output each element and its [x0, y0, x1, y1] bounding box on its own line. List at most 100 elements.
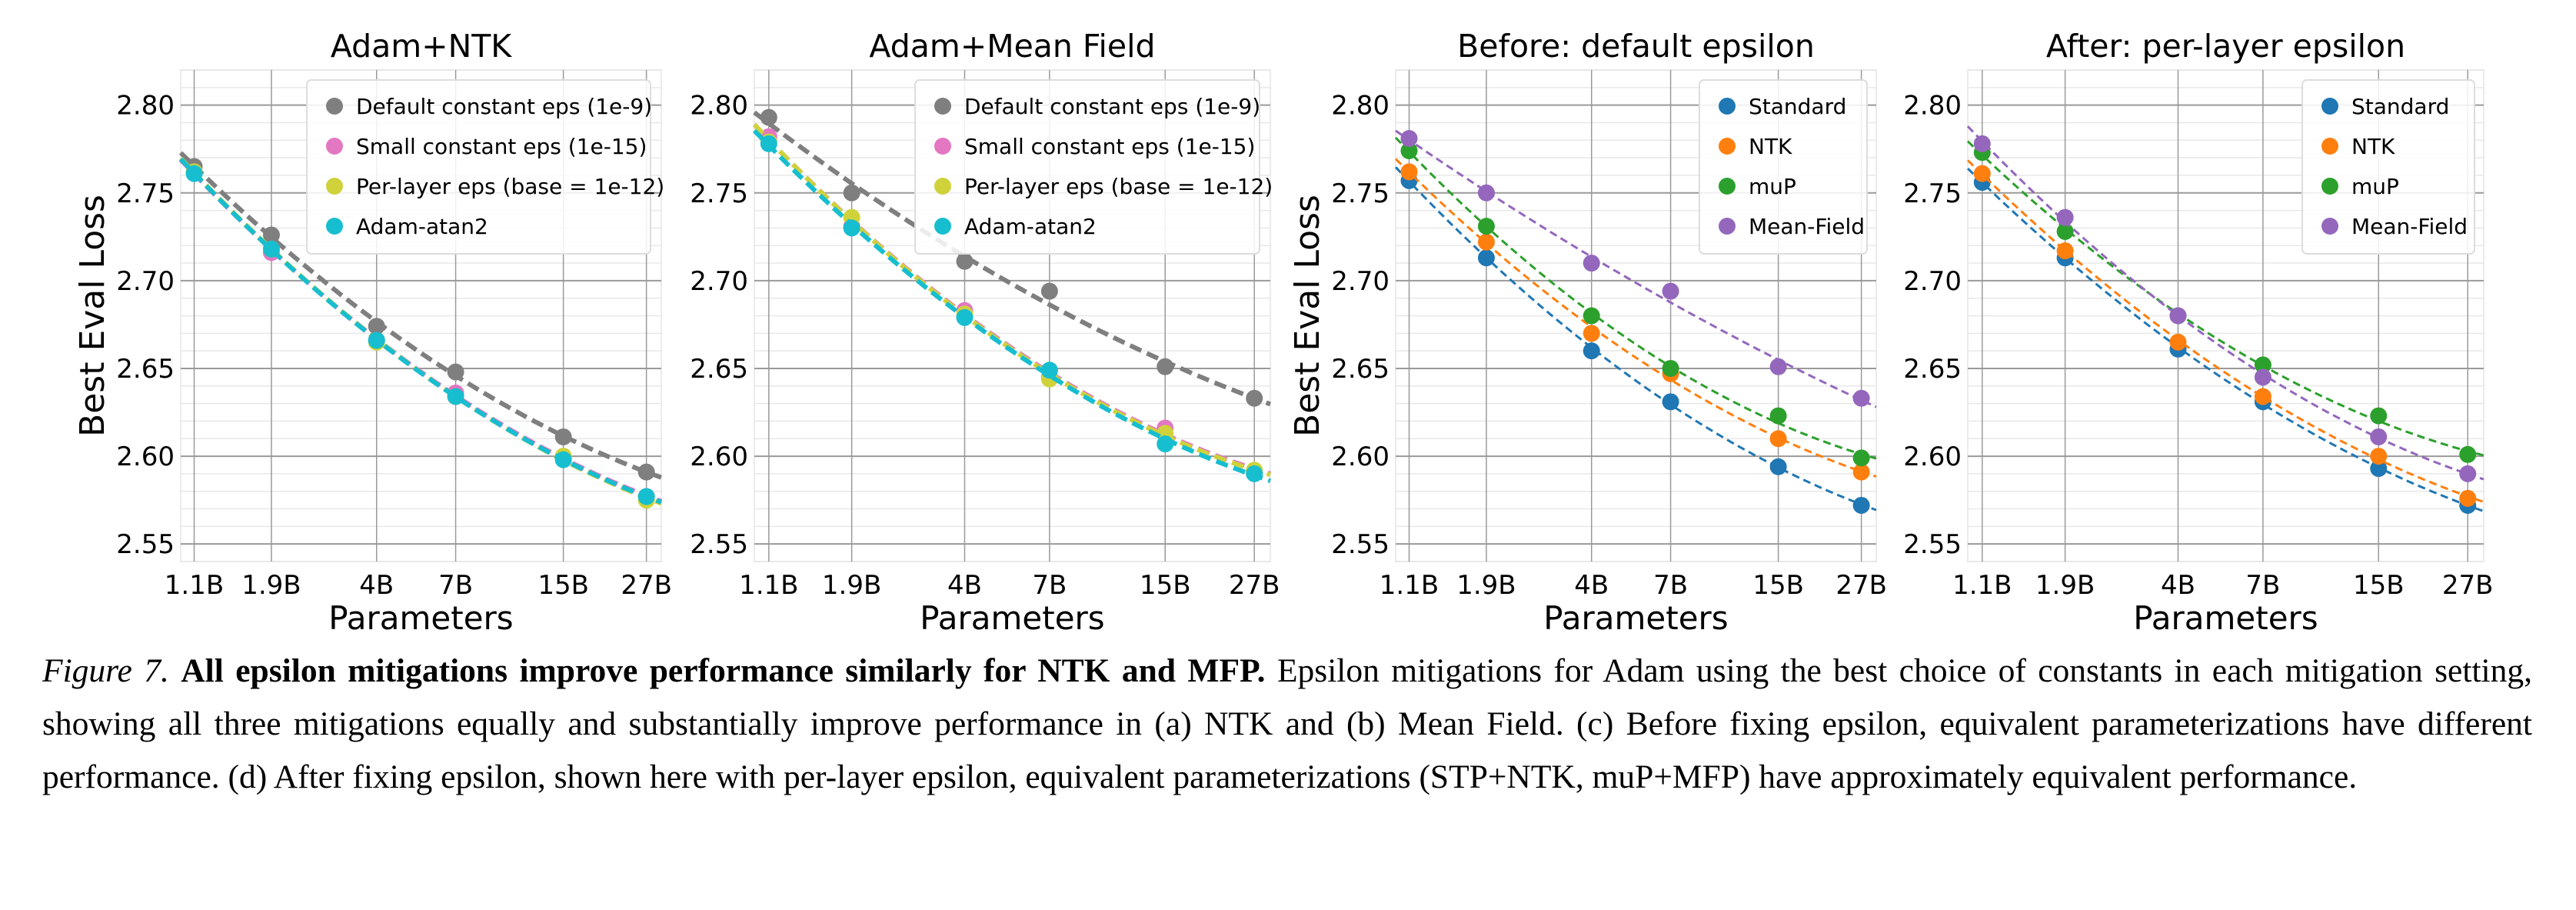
y-tick-label: 2.70: [690, 266, 748, 297]
data-point: [1973, 135, 1991, 152]
data-point: [1852, 449, 1870, 467]
data-point: [1769, 407, 1787, 425]
legend-entry: muP: [2351, 174, 2399, 199]
y-tick-label: 2.65: [1331, 354, 1390, 385]
data-point: [2169, 333, 2187, 351]
data-point: [1852, 496, 1870, 514]
legend: Default constant eps (1e-9) Small constan…: [306, 79, 664, 255]
data-point: [843, 219, 860, 237]
legend-marker: [934, 98, 951, 115]
data-point: [2459, 489, 2477, 507]
data-point: [1852, 463, 1870, 481]
x-tick-label: 27B: [2442, 570, 2494, 601]
data-point: [2254, 388, 2271, 405]
legend-box: [1699, 79, 1868, 255]
y-tick-label: 2.60: [690, 442, 748, 472]
y-tick-label: 2.60: [116, 442, 175, 472]
y-tick-label: 2.80: [690, 91, 748, 122]
data-point: [1583, 255, 1600, 272]
data-point: [1769, 430, 1787, 448]
data-point: [1852, 389, 1870, 407]
legend-marker: [934, 138, 951, 155]
y-tick-label: 2.70: [116, 266, 175, 297]
legend-marker: [934, 218, 951, 235]
data-point: [368, 332, 385, 349]
x-axis-label: Parameters: [920, 599, 1104, 637]
y-tick-label: 2.80: [116, 91, 175, 122]
legend-box: [2301, 79, 2475, 255]
legend-box: [306, 79, 651, 255]
data-point: [843, 184, 860, 202]
data-point: [637, 463, 655, 481]
y-tick-label: 2.75: [116, 178, 175, 209]
figure-label: Figure 7.: [42, 652, 169, 689]
x-tick-label: 1.9B: [2035, 570, 2095, 601]
fit-line: [752, 128, 1271, 483]
legend-entry: Mean-Field: [2351, 214, 2468, 239]
legend-entry: NTK: [2351, 134, 2395, 159]
x-tick-label: 1.9B: [1456, 570, 1516, 601]
legend-box: [914, 79, 1260, 255]
series-default-constant-eps-1e-9-: [753, 108, 1272, 407]
data-point: [1477, 233, 1495, 251]
chart-title: Adam+Mean Field: [869, 28, 1155, 65]
data-point: [760, 108, 777, 126]
legend-marker: [326, 218, 343, 235]
x-tick-label: 27B: [1229, 570, 1280, 601]
data-point: [1040, 282, 1058, 300]
x-tick-label: 7B: [1032, 570, 1067, 601]
y-tick-label: 2.65: [116, 354, 175, 385]
fit-line: [1394, 158, 1877, 478]
data-point: [447, 363, 464, 381]
chart-panel-4: 2.55 2.60 2.65 2.70 2.75 2.80 1.1B 1.9B 4B 7B 15B 2…: [1903, 28, 2493, 637]
legend-entry: Default constant eps (1e-9): [356, 94, 652, 119]
legend-marker: [2321, 138, 2338, 155]
data-point: [1583, 307, 1600, 325]
data-point: [2169, 307, 2187, 325]
x-tick-label: 1.9B: [241, 570, 301, 601]
caption-body: Epsilon mitigations for Adam using the b…: [42, 652, 2533, 795]
legend-marker: [2321, 98, 2338, 115]
y-tick-label: 2.80: [1331, 91, 1390, 122]
y-tick-label: 2.55: [690, 529, 748, 560]
legend-marker: [1719, 138, 1736, 155]
data-point: [1662, 393, 1679, 411]
data-point: [2254, 368, 2271, 386]
x-tick-label: 27B: [621, 570, 672, 601]
data-point: [2459, 465, 2477, 482]
data-point: [262, 240, 280, 258]
legend-marker: [1719, 98, 1736, 115]
y-tick-label: 2.60: [1331, 442, 1390, 472]
chart-title: After: per-layer epsilon: [2046, 28, 2405, 65]
legend-marker: [1719, 218, 1736, 235]
fit-line: [1966, 159, 2484, 503]
x-tick-label: 15B: [1752, 570, 1804, 601]
series-adam-atan2: [752, 128, 1271, 483]
fit-line: [1394, 136, 1877, 460]
data-point: [956, 252, 973, 270]
data-point: [2370, 448, 2388, 465]
data-point: [956, 308, 973, 326]
data-point: [2370, 428, 2388, 445]
data-point: [1973, 165, 1991, 182]
legend-entry: Adam-atan2: [964, 214, 1097, 239]
data-point: [1040, 362, 1058, 379]
data-point: [2056, 242, 2074, 260]
y-tick-label: 2.75: [1331, 178, 1390, 209]
data-point: [1157, 358, 1174, 375]
legend-entry: Adam-atan2: [356, 214, 488, 239]
data-point: [2370, 460, 2388, 478]
data-point: [1583, 325, 1600, 342]
data-point: [2254, 356, 2271, 374]
y-tick-label: 2.80: [1903, 91, 1962, 122]
y-tick-label: 2.70: [1903, 266, 1962, 297]
data-point: [1477, 249, 1495, 267]
data-point: [1769, 458, 1787, 475]
y-tick-label: 2.55: [1331, 529, 1390, 560]
fit-line: [753, 110, 1272, 407]
legend: Standard NTK muP Mean-Field: [2301, 79, 2475, 255]
data-point: [554, 451, 572, 468]
series-standard: [1394, 166, 1877, 514]
series-adam-atan2: [178, 157, 663, 505]
caption-title: All epsilon mitigations improve performa…: [181, 652, 1266, 689]
